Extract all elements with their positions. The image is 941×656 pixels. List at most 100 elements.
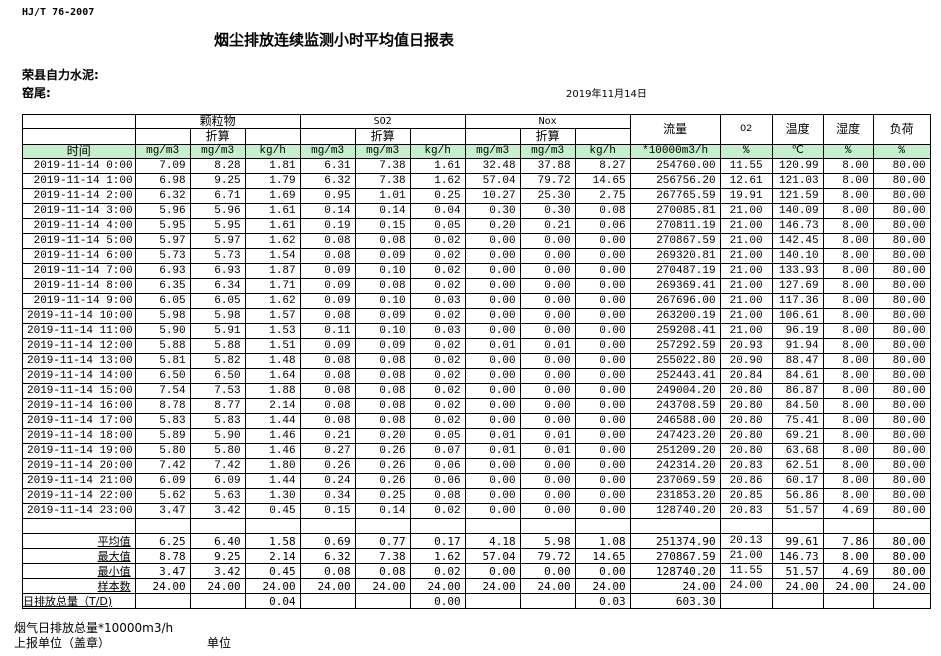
value-cell: 0.08 (299, 383, 356, 399)
value-cell: 8.00 (822, 368, 874, 384)
value-cell: 8.00 (822, 263, 874, 279)
unit-header: % (872, 144, 931, 159)
value-cell: 8.00 (822, 218, 874, 234)
value-cell: 20.80 (719, 383, 773, 399)
value-cell: 0.09 (299, 278, 356, 294)
summary-label: 最小值 (22, 563, 136, 579)
kiln-label: 窑尾: (22, 86, 51, 100)
value-cell: 0.24 (299, 473, 356, 489)
table-row: 2019-11-14 22:00 5.62 5.63 1.30 0.34 0.25 0.08… (22, 488, 931, 504)
value-cell (464, 593, 521, 609)
value-cell: 0.00 (464, 503, 521, 519)
value-cell: 20.80 (719, 413, 773, 429)
value-cell: 0.14 (354, 203, 411, 219)
value-cell: 252443.41 (629, 368, 721, 384)
value-cell: 0.69 (299, 533, 356, 549)
value-cell: 63.68 (771, 443, 824, 459)
unit-header: kg/h (574, 144, 631, 159)
value-cell: 6.05 (189, 293, 246, 309)
value-cell: 251209.20 (629, 443, 721, 459)
summary-label: 平均值 (22, 533, 136, 549)
value-cell: 80.00 (872, 428, 931, 444)
time-cell: 2019-11-14 23:00 (22, 503, 136, 519)
value-cell: 127.69 (771, 278, 824, 294)
value-cell: 117.36 (771, 293, 824, 309)
value-cell: 80.00 (872, 563, 931, 579)
value-cell: 0.08 (299, 353, 356, 369)
value-cell: 246588.00 (629, 413, 721, 429)
total-row: 日排放总量（T/D) 0.04 0.00 0.03 603.30 (22, 593, 931, 609)
value-cell: 0.00 (464, 293, 521, 309)
value-cell: 8.00 (822, 428, 874, 444)
value-cell: 0.00 (574, 323, 631, 339)
value-cell: 0.08 (354, 413, 411, 429)
empty-cell (464, 518, 521, 534)
value-cell: 5.98 (134, 308, 191, 324)
value-cell: 80.00 (872, 398, 931, 414)
value-cell: 0.00 (464, 488, 521, 504)
value-cell (822, 593, 874, 609)
value-cell: 8.00 (822, 293, 874, 309)
value-cell: 0.00 (519, 353, 576, 369)
value-cell (872, 593, 931, 609)
table-row: 2019-11-14 1:00 6.98 9.25 1.79 6.32 7.38 1.62 5… (22, 173, 931, 189)
time-cell: 2019-11-14 9:00 (22, 293, 136, 309)
empty-cell (822, 518, 874, 534)
value-cell: 5.98 (519, 533, 576, 549)
value-cell: 0.11 (299, 323, 356, 339)
value-cell: 1.79 (244, 173, 301, 189)
value-cell: 1.61 (409, 158, 466, 174)
value-cell: 7.42 (134, 458, 191, 474)
value-cell: 5.63 (189, 488, 246, 504)
empty-cell (134, 128, 191, 145)
value-cell: 0.00 (464, 308, 521, 324)
value-cell: 0.00 (574, 413, 631, 429)
table-row: 2019-11-14 19:00 5.80 5.80 1.46 0.27 0.26 0.07… (22, 443, 931, 459)
value-cell: 0.21 (519, 218, 576, 234)
empty-cell (872, 518, 931, 534)
value-cell: 0.03 (409, 323, 466, 339)
value-cell: 24.00 (134, 578, 191, 594)
table-row: 2019-11-14 2:00 6.32 6.71 1.69 0.95 1.01 0.25 1… (22, 188, 931, 204)
value-cell: 8.28 (189, 158, 246, 174)
value-cell: 6.31 (299, 158, 356, 174)
value-cell: 0.08 (299, 368, 356, 384)
value-cell: 120.99 (771, 158, 824, 174)
value-cell: 20.80 (719, 398, 773, 414)
value-cell: 254760.00 (629, 158, 721, 174)
time-cell: 2019-11-14 4:00 (22, 218, 136, 234)
value-cell: 88.47 (771, 353, 824, 369)
value-cell: 80.00 (872, 158, 931, 174)
value-cell: 0.02 (409, 263, 466, 279)
value-cell: 21.00 (719, 248, 773, 264)
value-cell: 0.27 (299, 443, 356, 459)
unit-header: ℃ (771, 144, 824, 159)
value-cell: 6.35 (134, 278, 191, 294)
empty-cell (299, 518, 356, 534)
value-cell: 21.00 (719, 278, 773, 294)
value-cell: 0.14 (354, 503, 411, 519)
time-cell: 2019-11-14 15:00 (22, 383, 136, 399)
value-cell: 0.08 (354, 368, 411, 384)
value-cell: 270867.59 (629, 548, 721, 564)
value-cell: 0.00 (519, 383, 576, 399)
time-cell: 2019-11-14 0:00 (22, 158, 136, 174)
value-cell: 8.27 (574, 158, 631, 174)
value-cell: 5.89 (134, 428, 191, 444)
value-cell: 0.00 (574, 473, 631, 489)
value-cell: 0.06 (574, 218, 631, 234)
value-cell: 5.95 (134, 218, 191, 234)
value-cell: 20.93 (719, 338, 773, 354)
empty-cell (409, 518, 466, 534)
value-cell: 9.25 (189, 173, 246, 189)
unit-header: mg/m3 (519, 144, 576, 159)
value-cell: 24.00 (822, 578, 874, 594)
value-cell (519, 593, 576, 609)
value-cell: 0.10 (354, 323, 411, 339)
value-cell: 3.42 (189, 563, 246, 579)
value-cell: 0.19 (299, 218, 356, 234)
value-cell: 5.98 (189, 308, 246, 324)
empty-cell (354, 518, 411, 534)
value-cell: 0.00 (519, 458, 576, 474)
time-cell: 2019-11-14 13:00 (22, 353, 136, 369)
